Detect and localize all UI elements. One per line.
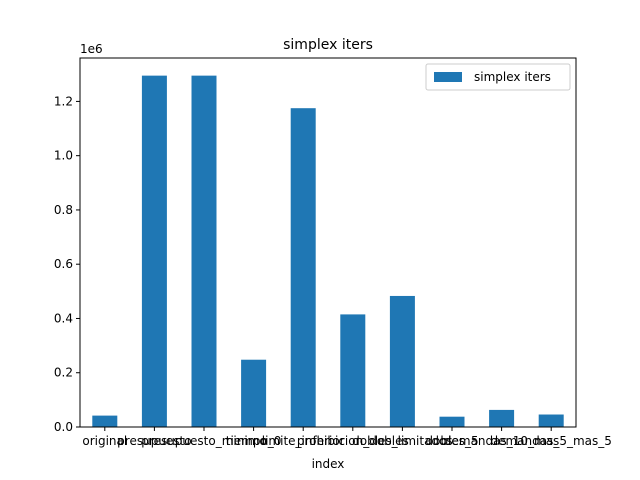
legend: simplex iters [425,63,571,91]
x-tick-label: demandas_10_mas [444,434,559,448]
y-tick-label: 0.6 [54,257,73,271]
x-tick-label: presupuesto_minimo [141,434,266,448]
legend-label: simplex iters [474,70,551,84]
x-axis-label: index [312,457,345,471]
bar-limite_inferior [290,108,316,427]
chart-title: simplex iters [283,37,373,53]
y-scale-label: 1e6 [80,42,103,56]
y-tick-label: 0.2 [54,366,73,380]
bar-presupuesto [141,75,167,427]
bar-dobles_limitados [389,295,415,427]
bar-dobles_5 [439,416,465,427]
y-tick-label: 1.2 [54,94,73,108]
legend-box [425,63,571,91]
bars-group [92,75,564,427]
bar-original [92,415,118,427]
y-tick-label: 0.0 [54,420,73,434]
y-tick-label: 0.4 [54,311,73,325]
bar-tiempo_0 [241,359,267,427]
x-tick-label: prohibicion_dobles [297,434,409,448]
x-tick-label: dobles_5 [425,434,478,448]
y-tick-label: 1.0 [54,149,73,163]
bar-presupuesto_minimo [191,75,217,427]
plot-frame [79,57,577,428]
y-axis: 0.0 0.2 0.4 0.6 0.8 1.0 1.2 [54,94,80,434]
legend-swatch [434,72,462,82]
x-tick-label: limite_inferior [262,434,345,448]
x-tick-label: original [82,434,127,448]
x-tick-label: tiempo_0 [226,434,282,448]
x-tick-label: presupuesto [117,434,191,448]
bar-demandas_5_mas_5 [538,414,564,427]
x-tick-label: demandas_5_mas_5 [490,434,611,448]
bar-demandas_10_mas [489,409,515,427]
y-tick-label: 0.8 [54,203,73,217]
x-axis: originalpresupuestopresupuesto_minimotie… [82,427,612,448]
bar-prohibicion_dobles [340,314,366,427]
x-tick-label: dobles_limitados [352,434,453,448]
